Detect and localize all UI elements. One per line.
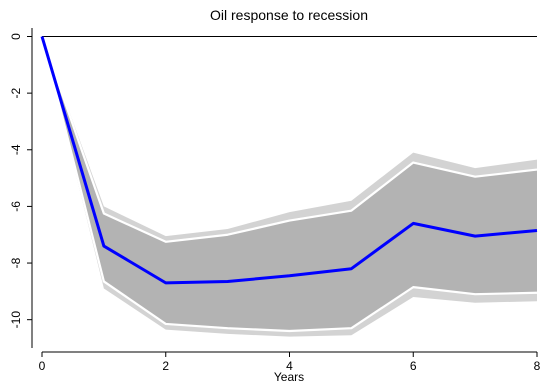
x-tick-label: 8 (534, 359, 541, 373)
y-tick-label: -2 (9, 87, 23, 98)
x-tick-label: 0 (39, 359, 46, 373)
band-edge-upper (40, 36, 538, 243)
x-tick-label: 6 (410, 359, 417, 373)
y-tick-label: 0 (9, 33, 23, 40)
y-tick-label: -6 (9, 201, 23, 212)
band-inner (42, 36, 537, 332)
x-axis: 0 2 4 6 8 (39, 351, 541, 373)
x-axis-label: Years (274, 370, 304, 383)
x-tick-label: 2 (162, 359, 169, 373)
chart-title: Oil response to recession (210, 7, 368, 23)
series-line-0 (40, 36, 538, 285)
confidence-bands (42, 36, 537, 337)
y-tick-label: -10 (9, 311, 23, 329)
x-tick-label: 4 (286, 359, 293, 373)
y-axis: 0 -2 -4 -6 -8 -10 (9, 28, 33, 348)
y-tick-label: -8 (9, 257, 23, 268)
plot-lines (40, 35, 538, 333)
y-tick-label: -4 (9, 144, 23, 155)
band-edge-lower (40, 36, 538, 333)
